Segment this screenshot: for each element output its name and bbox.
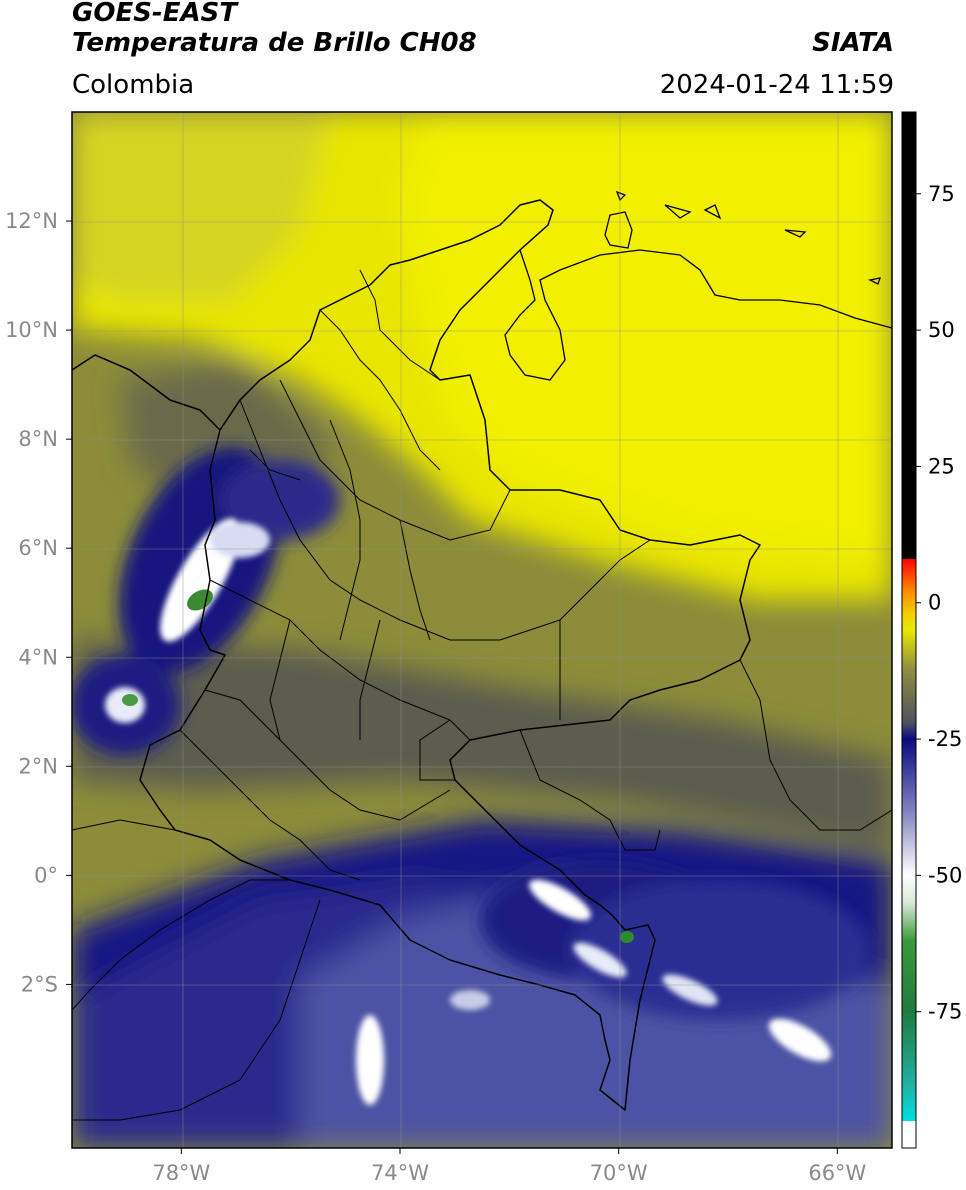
lon-tick-label: 74°W: [371, 1161, 429, 1185]
lat-tick-label: 8°N: [18, 427, 58, 451]
colorbar: [901, 111, 917, 1149]
coldest-core-amazon: [620, 931, 634, 943]
region-label: Colombia: [72, 70, 195, 100]
lat-tick-label: 12°N: [5, 209, 58, 233]
lat-tick-label: 2°N: [18, 754, 58, 778]
graticule: [72, 112, 892, 1148]
lat-tick-label: 2°S: [21, 972, 58, 996]
colorbar-tick-label: -75: [928, 1000, 962, 1024]
brightness-temperature-field: [72, 112, 892, 1148]
satellite-title: GOES-EAST: [72, 0, 238, 28]
colorbar-tick-label: -50: [928, 863, 962, 887]
colorbar-tick-label: 50: [928, 318, 955, 342]
lon-tick-label: 66°W: [808, 1161, 866, 1185]
colorbar-axis: 75 50 25 0 -25 -50 -75: [916, 182, 962, 1024]
lat-tick-label: 0°: [34, 863, 58, 887]
lat-tick-label: 4°N: [18, 645, 58, 669]
lat-tick-label: 6°N: [18, 536, 58, 560]
admin-boundaries: [179, 269, 661, 881]
lon-tick-label: 78°W: [152, 1161, 210, 1185]
datetime-label: 2024-01-24 11:59: [659, 70, 894, 100]
latitude-axis: 12°N 10°N 8°N 6°N 4°N 2°N 0° 2°S: [5, 209, 72, 996]
colorbar-tick-label: 25: [928, 454, 955, 478]
coldest-core-pacific: [122, 694, 138, 706]
lat-tick-label: 10°N: [5, 318, 58, 342]
colorbar-tick-label: 75: [928, 182, 955, 206]
colorbar-tick-label: 0: [928, 591, 941, 615]
source-label: SIATA: [812, 28, 894, 58]
longitude-axis: 78°W 74°W 70°W 66°W: [152, 1148, 867, 1185]
product-title: Temperatura de Brillo CH08: [72, 28, 477, 58]
neighbor-borders: [72, 659, 892, 1121]
lon-tick-label: 70°W: [590, 1161, 648, 1185]
venezuela-coast: [504, 190, 892, 381]
colorbar-tick-label: -25: [928, 727, 962, 751]
map-frame: [71, 111, 893, 1149]
